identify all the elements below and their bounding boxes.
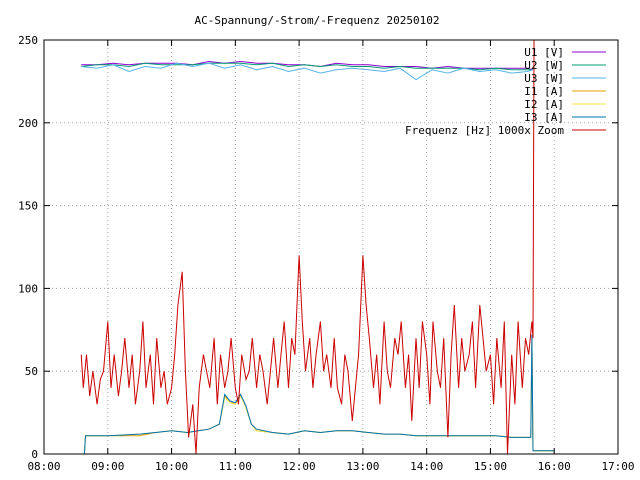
- x-tick-label: 15:00: [474, 460, 507, 473]
- legend: U1 [V]U2 [W]U3 [W]I1 [A]I2 [A]I3 [A]Freq…: [405, 46, 606, 137]
- legend-label: I1 [A]: [524, 85, 564, 98]
- x-tick-label: 14:00: [410, 460, 443, 473]
- x-tick-label: 08:00: [27, 460, 60, 473]
- legend-label: Frequenz [Hz] 1000x Zoom: [405, 124, 564, 137]
- chart-title: AC-Spannung/-Strom/-Frequenz 20250102: [194, 14, 439, 27]
- y-tick-label: 100: [18, 282, 38, 295]
- y-tick-label: 250: [18, 34, 38, 47]
- x-tick-label: 16:00: [538, 460, 571, 473]
- x-tick-label: 11:00: [219, 460, 252, 473]
- legend-label: U3 [W]: [524, 72, 564, 85]
- series-line: [81, 338, 555, 455]
- y-tick-label: 0: [31, 448, 38, 461]
- x-tick-label: 09:00: [91, 460, 124, 473]
- legend-label: I2 [A]: [524, 98, 564, 111]
- series-line: [81, 341, 555, 455]
- axis-ticks: 08:00 09:00 10:00 11:00 12:00 13:00 14:00 15:00…: [18, 34, 634, 473]
- y-tick-label: 50: [25, 365, 38, 378]
- series-line: [81, 334, 555, 455]
- x-tick-label: 13:00: [346, 460, 379, 473]
- series-line: [81, 62, 534, 81]
- y-tick-label: 200: [18, 117, 38, 130]
- legend-label: I3 [A]: [524, 111, 564, 124]
- legend-label: U1 [V]: [524, 46, 564, 59]
- series-layer: [80, 39, 555, 455]
- x-tick-label: 17:00: [601, 460, 634, 473]
- legend-label: U2 [W]: [524, 59, 564, 72]
- y-tick-label: 150: [18, 200, 38, 213]
- x-tick-label: 12:00: [283, 460, 316, 473]
- plot-frame: [43, 39, 619, 455]
- series-line: [80, 39, 535, 455]
- x-tick-label: 10:00: [155, 460, 188, 473]
